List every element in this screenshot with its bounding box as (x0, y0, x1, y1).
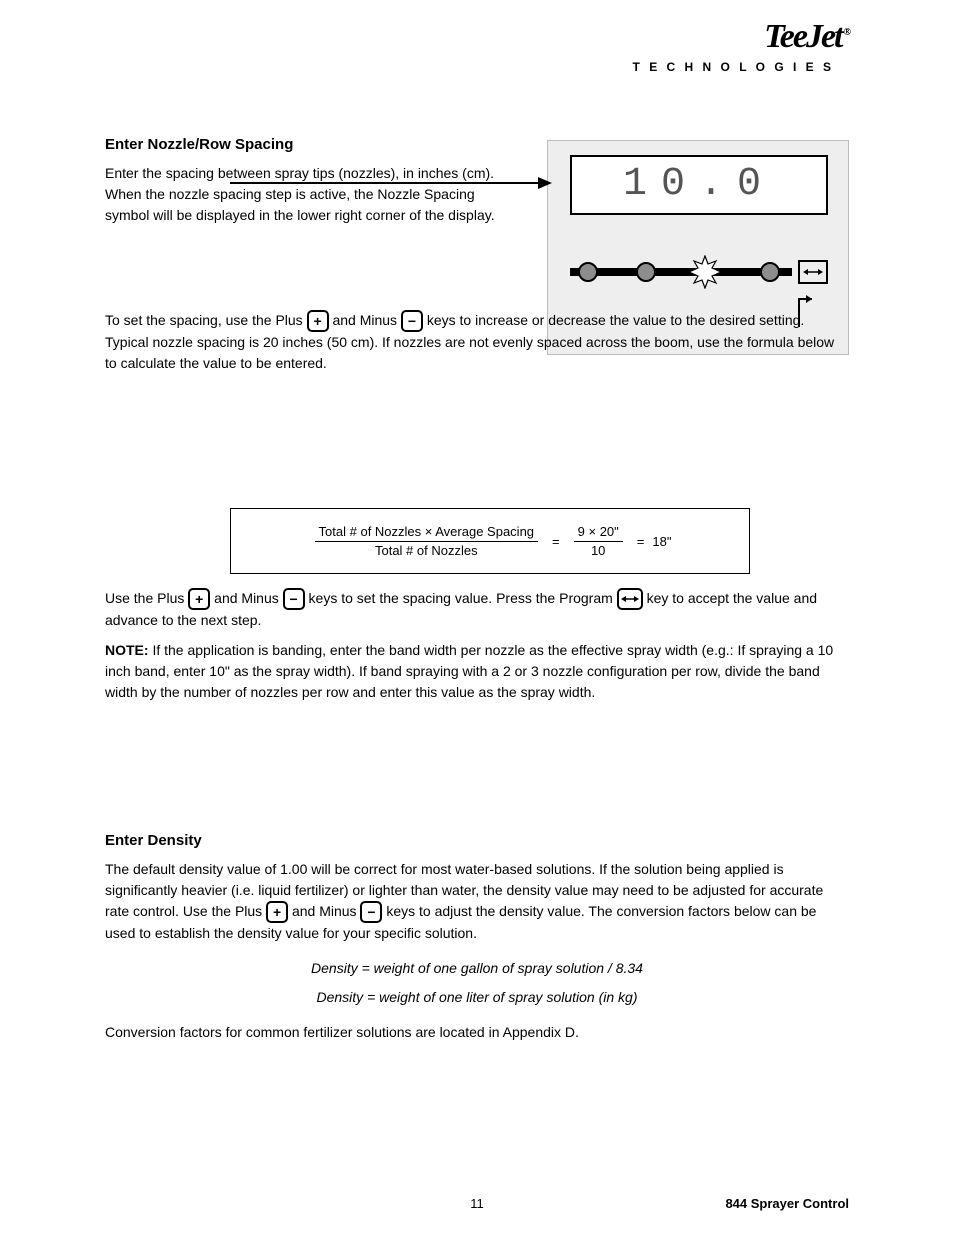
density-appendix-note: Conversion factors for common fertilizer… (105, 1022, 849, 1043)
text: Use the Plus (105, 590, 188, 606)
numerator: Total # of Nozzles × Average Spacing (315, 524, 538, 542)
footer-title: 844 Sprayer Control (725, 1196, 849, 1211)
density-heading: Enter Density (105, 830, 849, 853)
nozzle-star-icon (688, 255, 722, 289)
text: and Minus (214, 590, 282, 606)
text: and Minus (332, 312, 400, 328)
formula-fraction-right: 9 × 20" 10 (574, 524, 623, 558)
after-formula-text: Use the Plus and Minus keys to set the s… (105, 588, 849, 631)
logo-text: TeeJet (764, 18, 841, 55)
program-key-icon (617, 588, 643, 610)
denominator: Total # of Nozzles (315, 542, 538, 558)
minus-key-icon (283, 588, 305, 610)
nozzle-dot-icon (636, 262, 656, 282)
nozzle-bar-diagram (570, 257, 828, 287)
formula-fraction-left: Total # of Nozzles × Average Spacing Tot… (315, 524, 538, 558)
density-body: The default density value of 1.00 will b… (105, 859, 849, 944)
lcd-display: 10.0 (570, 155, 828, 215)
note-heading: NOTE: (105, 642, 149, 658)
density-formula-2: Density = weight of one liter of spray s… (105, 987, 849, 1008)
formula-result: 18" (652, 534, 671, 549)
set-spacing-text: To set the spacing, use the Plus and Min… (105, 310, 849, 374)
nozzle-spacing-section: Enter Nozzle/Row Spacing Enter the spaci… (105, 134, 515, 226)
equals: = (552, 534, 560, 549)
numerator: 9 × 20" (574, 524, 623, 542)
equals: = (637, 534, 645, 549)
nozzle-dot-icon (578, 262, 598, 282)
minus-key-icon (401, 310, 423, 332)
brand-logo: TeeJet® (764, 18, 849, 56)
bar-line (570, 268, 792, 276)
nozzle-spacing-heading: Enter Nozzle/Row Spacing (105, 134, 515, 157)
text: keys to set the spacing value. Press the… (309, 590, 617, 606)
nozzle-dot-icon (760, 262, 780, 282)
intro-text-a: Enter the spacing between spray tips (no… (105, 163, 515, 226)
plus-key-icon (188, 588, 210, 610)
text: and Minus (292, 903, 360, 919)
brand-subline: T E C H N O L O G I E S (633, 60, 834, 74)
denominator: 10 (574, 542, 623, 558)
text: To set the spacing, use the Plus (105, 312, 307, 328)
plus-key-icon (307, 310, 329, 332)
note-section: NOTE: If the application is banding, ent… (105, 640, 849, 703)
density-formula-1: Density = weight of one gallon of spray … (105, 958, 849, 979)
density-section: Enter Density The default density value … (105, 830, 849, 1043)
note-text: If the application is banding, enter the… (105, 642, 833, 700)
spacing-formula-box: Total # of Nozzles × Average Spacing Tot… (230, 508, 750, 574)
registered-mark: ® (844, 27, 849, 38)
minus-key-icon (360, 901, 382, 923)
plus-key-icon (266, 901, 288, 923)
nozzle-spacing-symbol-icon (798, 260, 828, 284)
